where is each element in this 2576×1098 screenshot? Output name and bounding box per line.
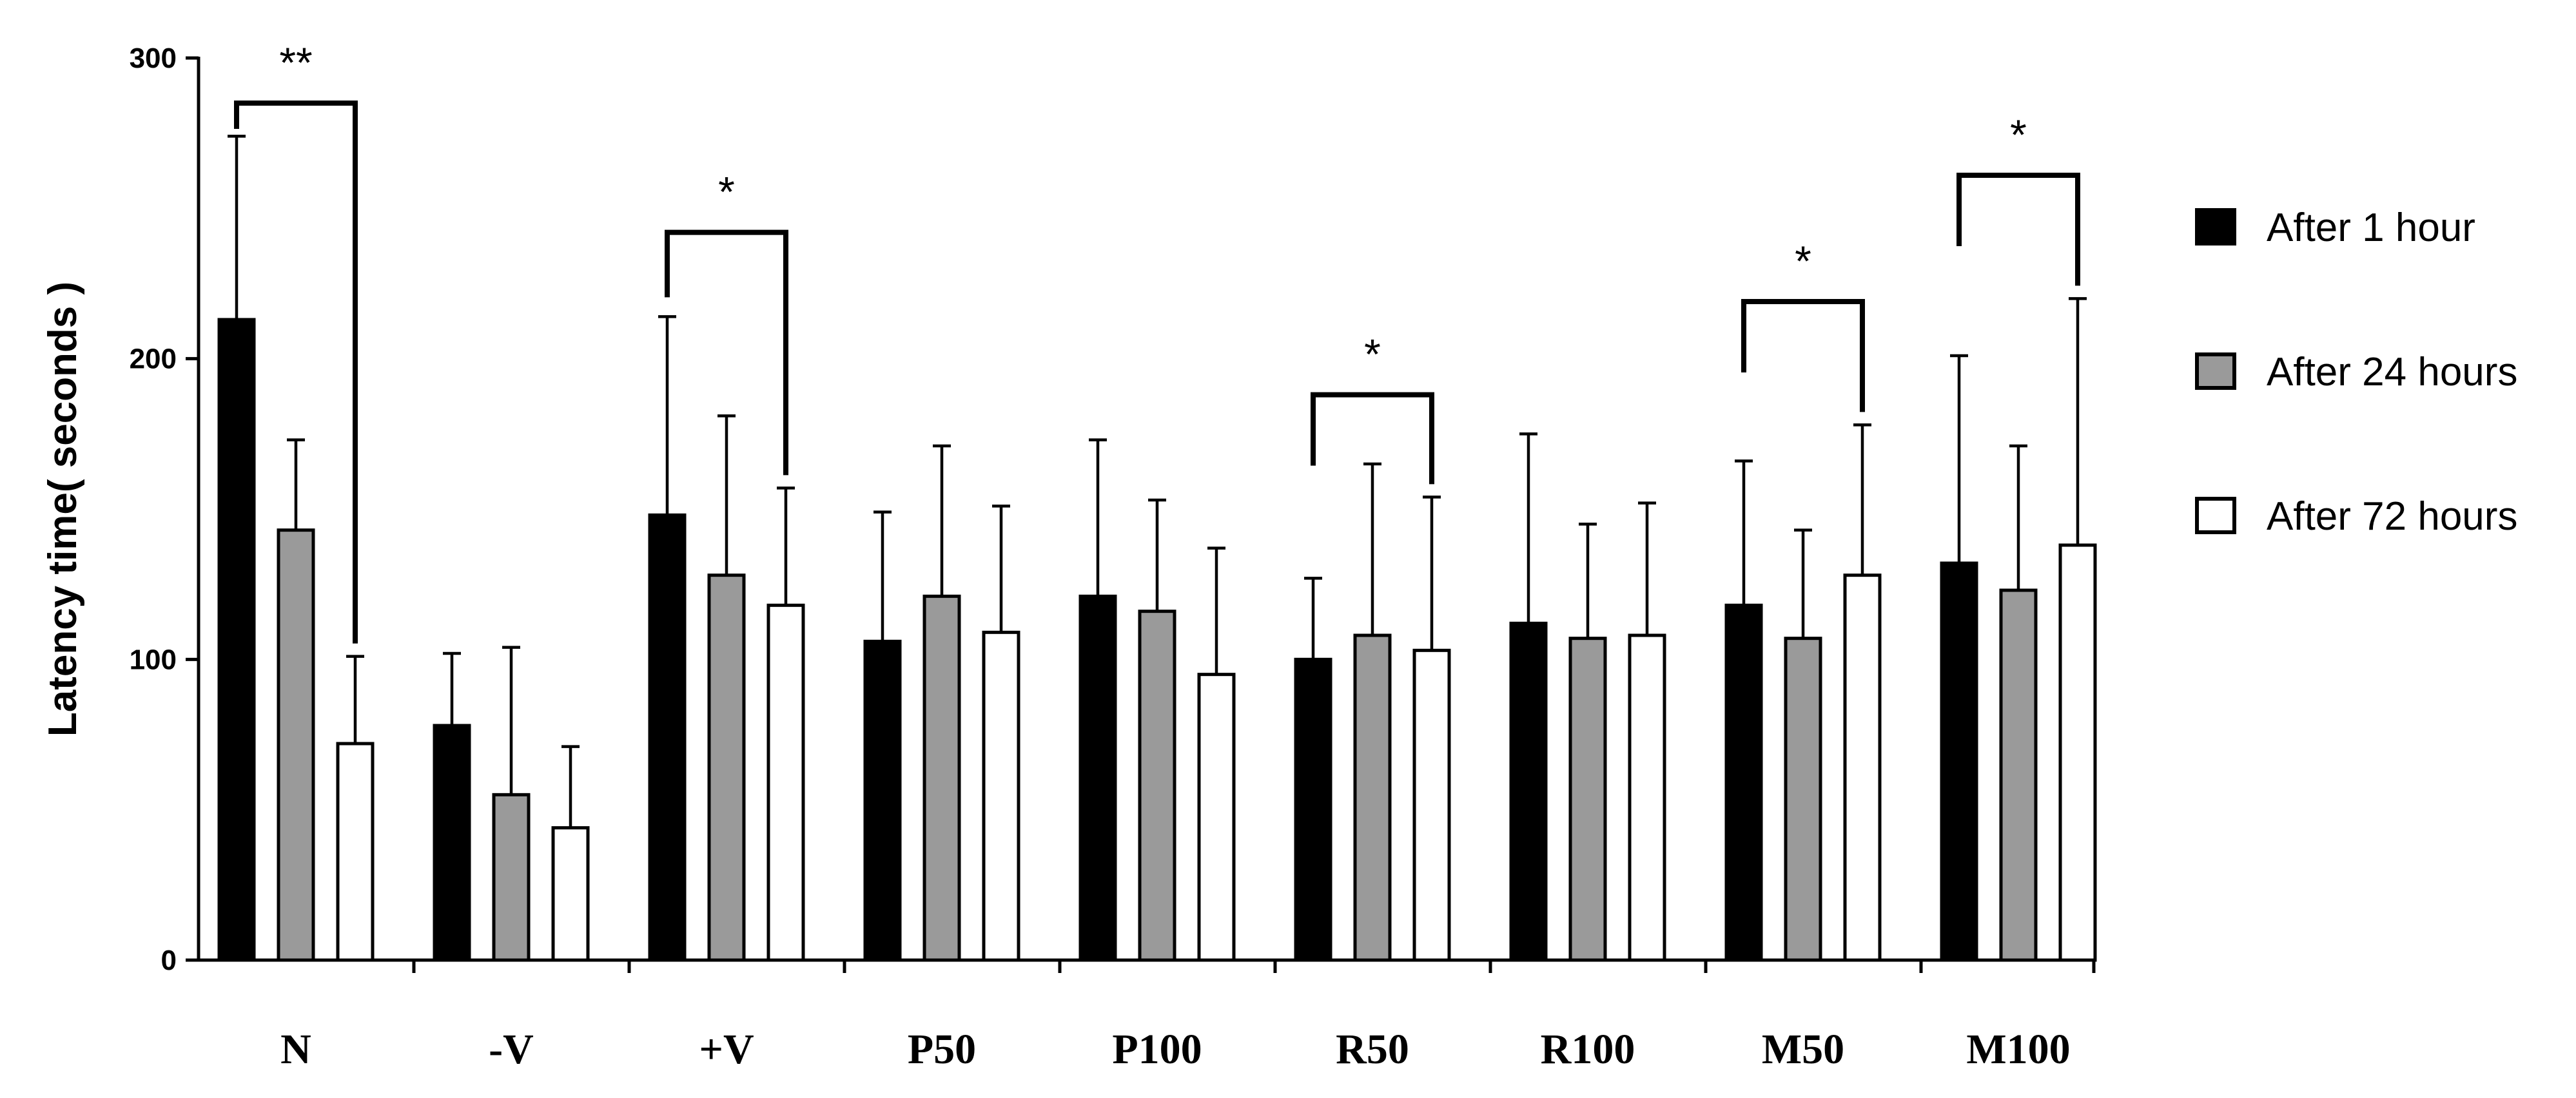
- bar-r50-s3: [1412, 648, 1451, 962]
- bar-m100-s2: [1999, 588, 2038, 962]
- bar-n-s2: [277, 528, 315, 962]
- x-tick-label-v: -V: [489, 1026, 534, 1073]
- x-tick-label-p50: P50: [908, 1026, 976, 1073]
- significance-label-n: **: [279, 39, 312, 86]
- bar-v-s2: [492, 793, 531, 962]
- bar-v-s3: [551, 826, 590, 962]
- significance-bracket-plus-v: [665, 229, 788, 476]
- significance-bracket-m50: [1741, 299, 1865, 412]
- bar-plus-v-s1: [648, 513, 687, 962]
- bar-p50-s3: [982, 630, 1020, 962]
- bar-r50-s2: [1353, 633, 1392, 962]
- legend: After 1 hour After 24 hours After 72 hours: [2195, 206, 2517, 539]
- significance-label-m50: *: [1795, 237, 1811, 285]
- x-tick-label-plus-v: +V: [699, 1026, 754, 1073]
- bar-m50-s2: [1784, 637, 1822, 962]
- x-tick-label-r50: R50: [1336, 1026, 1409, 1073]
- x-tick-label-n: N: [280, 1026, 311, 1073]
- legend-label-s3: After 72 hours: [2267, 494, 2517, 539]
- bars-layer: [217, 135, 2097, 962]
- bar-r100-s1: [1509, 621, 1548, 962]
- x-tick-label-m50: M50: [1762, 1026, 1844, 1073]
- y-tick-label-300: 300: [130, 43, 177, 74]
- bar-m50-s1: [1724, 603, 1763, 962]
- x-tick-label-r100: R100: [1541, 1026, 1635, 1073]
- bar-r100-s2: [1568, 637, 1607, 962]
- bar-plus-v-s2: [707, 573, 746, 962]
- legend-swatch-s3: [2195, 497, 2236, 534]
- bar-n-s1: [217, 318, 256, 962]
- significance-label-m100: *: [2010, 111, 2027, 159]
- significance-layer: ******: [234, 39, 2080, 644]
- bar-m50-s3: [1843, 573, 1882, 962]
- legend-label-s2: After 24 hours: [2267, 350, 2517, 394]
- bar-p100-s3: [1197, 673, 1236, 962]
- bar-m100-s1: [1940, 561, 1978, 962]
- significance-bracket-n: [234, 101, 358, 644]
- bar-plus-v-s3: [766, 603, 805, 962]
- x-tick-label-m100: M100: [1966, 1026, 2070, 1073]
- y-tick-label-0: 0: [161, 945, 177, 976]
- legend-swatch-s1: [2195, 208, 2236, 246]
- significance-label-plus-v: *: [718, 168, 735, 216]
- significance-bracket-r50: [1311, 392, 1434, 485]
- bar-v-s1: [433, 724, 471, 962]
- bar-p50-s1: [863, 639, 902, 962]
- legend-label-s1: After 1 hour: [2267, 206, 2475, 250]
- significance-label-r50: *: [1364, 331, 1381, 378]
- x-tick-label-p100: P100: [1112, 1026, 1202, 1073]
- bar-r100-s3: [1628, 633, 1666, 962]
- bar-r50-s1: [1294, 657, 1332, 962]
- axes-layer: 0 100 200 300 N -V +V P50 P100 R50 R100 M50 M100: [130, 43, 2096, 1073]
- bar-p100-s2: [1138, 610, 1176, 962]
- bar-m100-s3: [2058, 543, 2097, 962]
- bar-p50-s2: [922, 594, 961, 962]
- y-tick-label-100: 100: [130, 644, 177, 675]
- significance-bracket-m100: [1956, 173, 2080, 286]
- bar-n-s3: [336, 742, 375, 962]
- y-axis-label: Latency time( seconds ): [41, 282, 85, 737]
- legend-swatch-s2: [2195, 352, 2236, 390]
- y-tick-label-200: 200: [130, 343, 177, 375]
- bar-p100-s1: [1078, 594, 1117, 962]
